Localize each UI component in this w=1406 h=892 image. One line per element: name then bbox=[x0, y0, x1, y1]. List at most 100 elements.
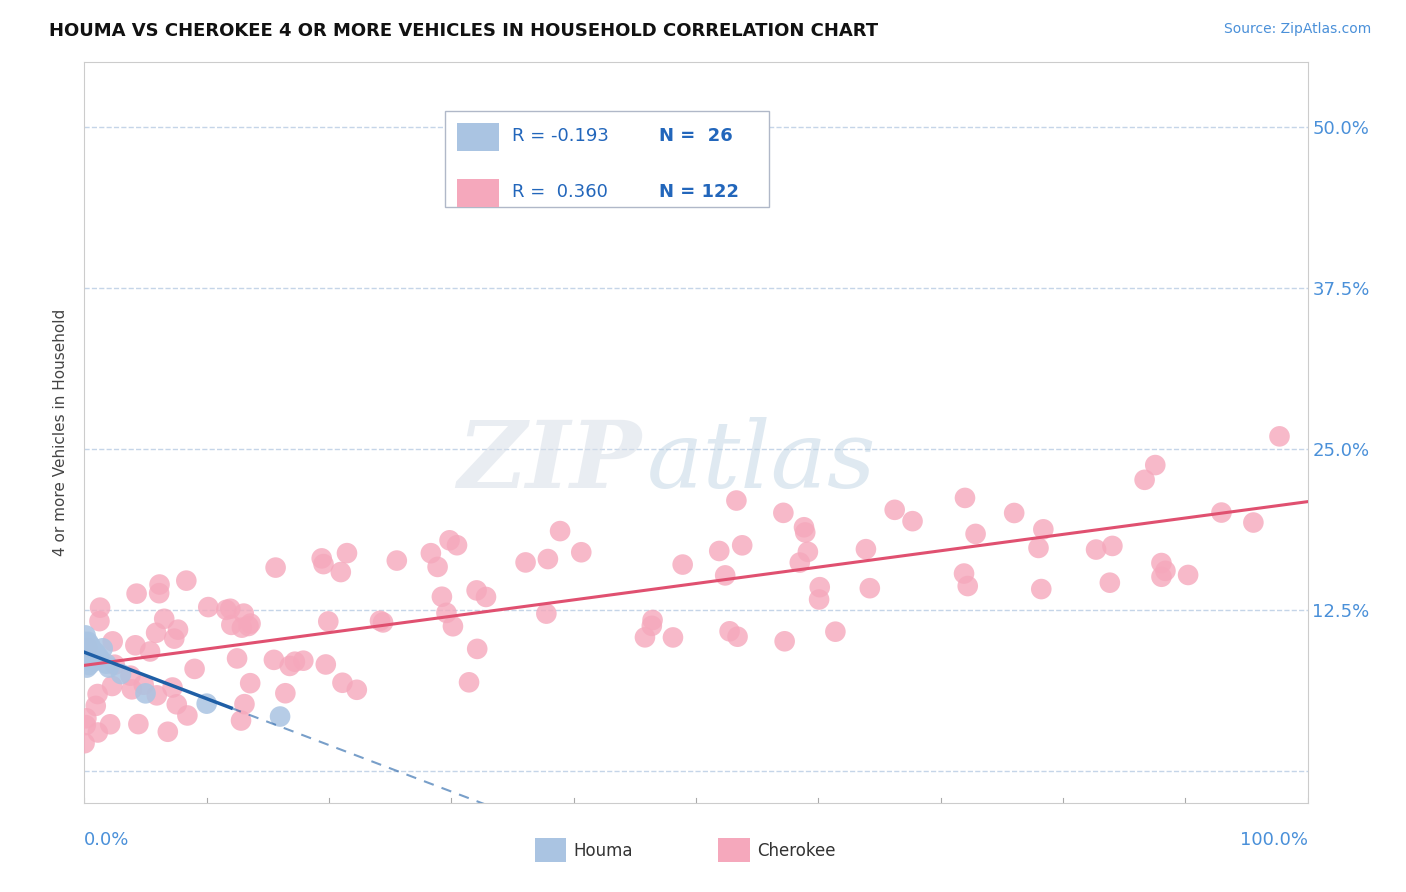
Point bbox=[536, 607, 558, 621]
Point bbox=[346, 682, 368, 697]
Point bbox=[73, 641, 96, 656]
Point bbox=[124, 638, 146, 652]
Point bbox=[312, 557, 335, 571]
Point bbox=[315, 657, 337, 672]
Point bbox=[77, 635, 100, 649]
Point bbox=[104, 657, 127, 672]
Point bbox=[1177, 568, 1199, 582]
Point bbox=[731, 538, 754, 552]
Point bbox=[537, 552, 560, 566]
Point bbox=[75, 628, 97, 642]
Point bbox=[1241, 516, 1264, 530]
Point bbox=[725, 493, 748, 508]
Text: Source: ZipAtlas.com: Source: ZipAtlas.com bbox=[1223, 22, 1371, 37]
Point bbox=[465, 641, 488, 656]
Y-axis label: 4 or more Vehicles in Household: 4 or more Vehicles in Household bbox=[53, 309, 69, 557]
Point bbox=[385, 553, 408, 567]
Point bbox=[441, 619, 464, 633]
Point bbox=[156, 724, 179, 739]
Point bbox=[316, 615, 339, 629]
Point bbox=[101, 679, 124, 693]
Point bbox=[269, 709, 291, 723]
Point bbox=[1150, 556, 1173, 570]
Point bbox=[87, 725, 110, 739]
Point bbox=[264, 560, 287, 574]
Point bbox=[162, 681, 184, 695]
Point bbox=[329, 565, 352, 579]
Point bbox=[76, 640, 98, 655]
Point bbox=[76, 641, 98, 656]
Point bbox=[641, 619, 664, 633]
Point bbox=[215, 603, 238, 617]
Point bbox=[176, 708, 198, 723]
Point bbox=[110, 667, 132, 681]
Point bbox=[714, 568, 737, 582]
Point bbox=[148, 586, 170, 600]
Point bbox=[515, 556, 537, 570]
Point bbox=[824, 624, 846, 639]
Point bbox=[278, 659, 301, 673]
Point bbox=[83, 654, 105, 668]
Point bbox=[195, 697, 218, 711]
Point bbox=[1032, 522, 1054, 536]
Point bbox=[368, 614, 391, 628]
Point bbox=[793, 520, 815, 534]
Point bbox=[662, 631, 685, 645]
Point bbox=[91, 641, 114, 656]
Point bbox=[855, 542, 877, 557]
Point bbox=[135, 686, 157, 700]
Point bbox=[84, 645, 107, 659]
Point bbox=[965, 527, 987, 541]
Point bbox=[292, 654, 315, 668]
Point bbox=[797, 545, 820, 559]
Point bbox=[153, 612, 176, 626]
Point bbox=[84, 698, 107, 713]
Point bbox=[139, 644, 162, 658]
Point bbox=[96, 657, 118, 671]
Point bbox=[79, 651, 101, 665]
Point bbox=[121, 682, 143, 697]
Point bbox=[239, 676, 262, 690]
Point bbox=[238, 619, 260, 633]
Point bbox=[311, 551, 333, 566]
Point bbox=[426, 560, 449, 574]
Point bbox=[77, 658, 100, 673]
Point bbox=[794, 525, 817, 540]
Point bbox=[82, 650, 104, 665]
Point bbox=[75, 711, 97, 725]
Point bbox=[1002, 506, 1025, 520]
Point bbox=[87, 650, 110, 665]
Point bbox=[430, 590, 453, 604]
Point bbox=[166, 698, 188, 712]
Point bbox=[79, 639, 101, 653]
Point bbox=[163, 632, 186, 646]
Point bbox=[274, 686, 297, 700]
Point bbox=[176, 574, 198, 588]
Point bbox=[73, 736, 96, 750]
Text: ZIP: ZIP bbox=[457, 417, 641, 508]
Point bbox=[219, 601, 242, 615]
Text: Houma: Houma bbox=[574, 842, 633, 860]
Point bbox=[475, 590, 498, 604]
Point bbox=[1150, 570, 1173, 584]
Point bbox=[233, 697, 256, 711]
Point bbox=[73, 635, 96, 649]
Point bbox=[125, 587, 148, 601]
Point bbox=[75, 648, 97, 662]
Point bbox=[1211, 506, 1233, 520]
Point bbox=[953, 566, 976, 581]
Point bbox=[718, 624, 741, 639]
Point bbox=[101, 634, 124, 648]
Point bbox=[98, 717, 121, 731]
Point bbox=[120, 668, 142, 682]
Point bbox=[226, 651, 249, 665]
Point bbox=[127, 717, 149, 731]
Point bbox=[548, 524, 571, 538]
Point bbox=[145, 625, 167, 640]
Point bbox=[419, 546, 441, 560]
Point bbox=[73, 654, 96, 668]
Text: 0.0%: 0.0% bbox=[84, 831, 129, 849]
Point bbox=[808, 592, 831, 607]
Point bbox=[263, 653, 285, 667]
Point bbox=[336, 546, 359, 560]
